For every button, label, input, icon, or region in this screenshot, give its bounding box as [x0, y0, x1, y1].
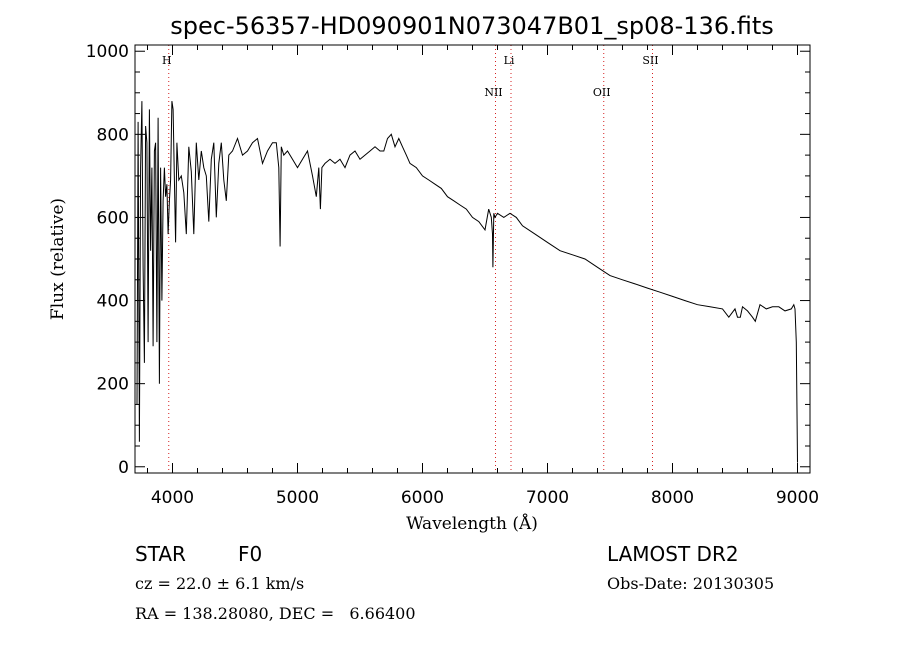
spectral-subclass: F0: [238, 542, 263, 566]
x-tick-label: 9000: [776, 488, 819, 508]
observation-date: Obs-Date: 20130305: [607, 574, 775, 593]
survey-name: LAMOST DR2: [607, 542, 739, 566]
spectrum-line: [136, 101, 798, 463]
marker-label-h: H: [162, 54, 172, 67]
x-tick-label: 5000: [276, 488, 319, 508]
y-tick-label: 200: [97, 375, 129, 395]
chart-title: spec-56357-HD090901N073047B01_sp08-136.f…: [170, 12, 774, 40]
x-axis-label: Wavelength (Å): [406, 513, 538, 534]
x-tick-label: 4000: [151, 488, 194, 508]
marker-label-oii: OII: [593, 86, 611, 99]
x-axis-ticks: 4000 5000 6000 7000 8000 9000: [147, 45, 819, 508]
y-tick-label: 400: [97, 292, 129, 312]
y-tick-label: 600: [97, 208, 129, 228]
redshift-velocity: cz = 22.0 ± 6.1 km/s: [135, 574, 305, 593]
coordinates: RA = 138.28080, DEC = 6.66400: [135, 604, 416, 623]
plot-frame: [134, 44, 811, 474]
x-tick-label: 6000: [401, 488, 444, 508]
y-tick-label: 0: [118, 458, 129, 478]
spectral-line-markers: H NII Li OII SII: [162, 45, 659, 473]
y-tick-label: 800: [97, 125, 129, 145]
object-class: STAR: [135, 542, 186, 566]
y-axis-ticks: 0 200 400 600 800 1000: [86, 42, 810, 478]
x-tick-label: 8000: [651, 488, 694, 508]
x-tick-label: 7000: [526, 488, 569, 508]
marker-label-li: Li: [504, 54, 515, 67]
marker-label-sii: SII: [642, 54, 658, 67]
y-axis-label: Flux (relative): [48, 198, 68, 320]
marker-label-nii: NII: [484, 86, 502, 99]
y-tick-label: 1000: [86, 42, 129, 62]
